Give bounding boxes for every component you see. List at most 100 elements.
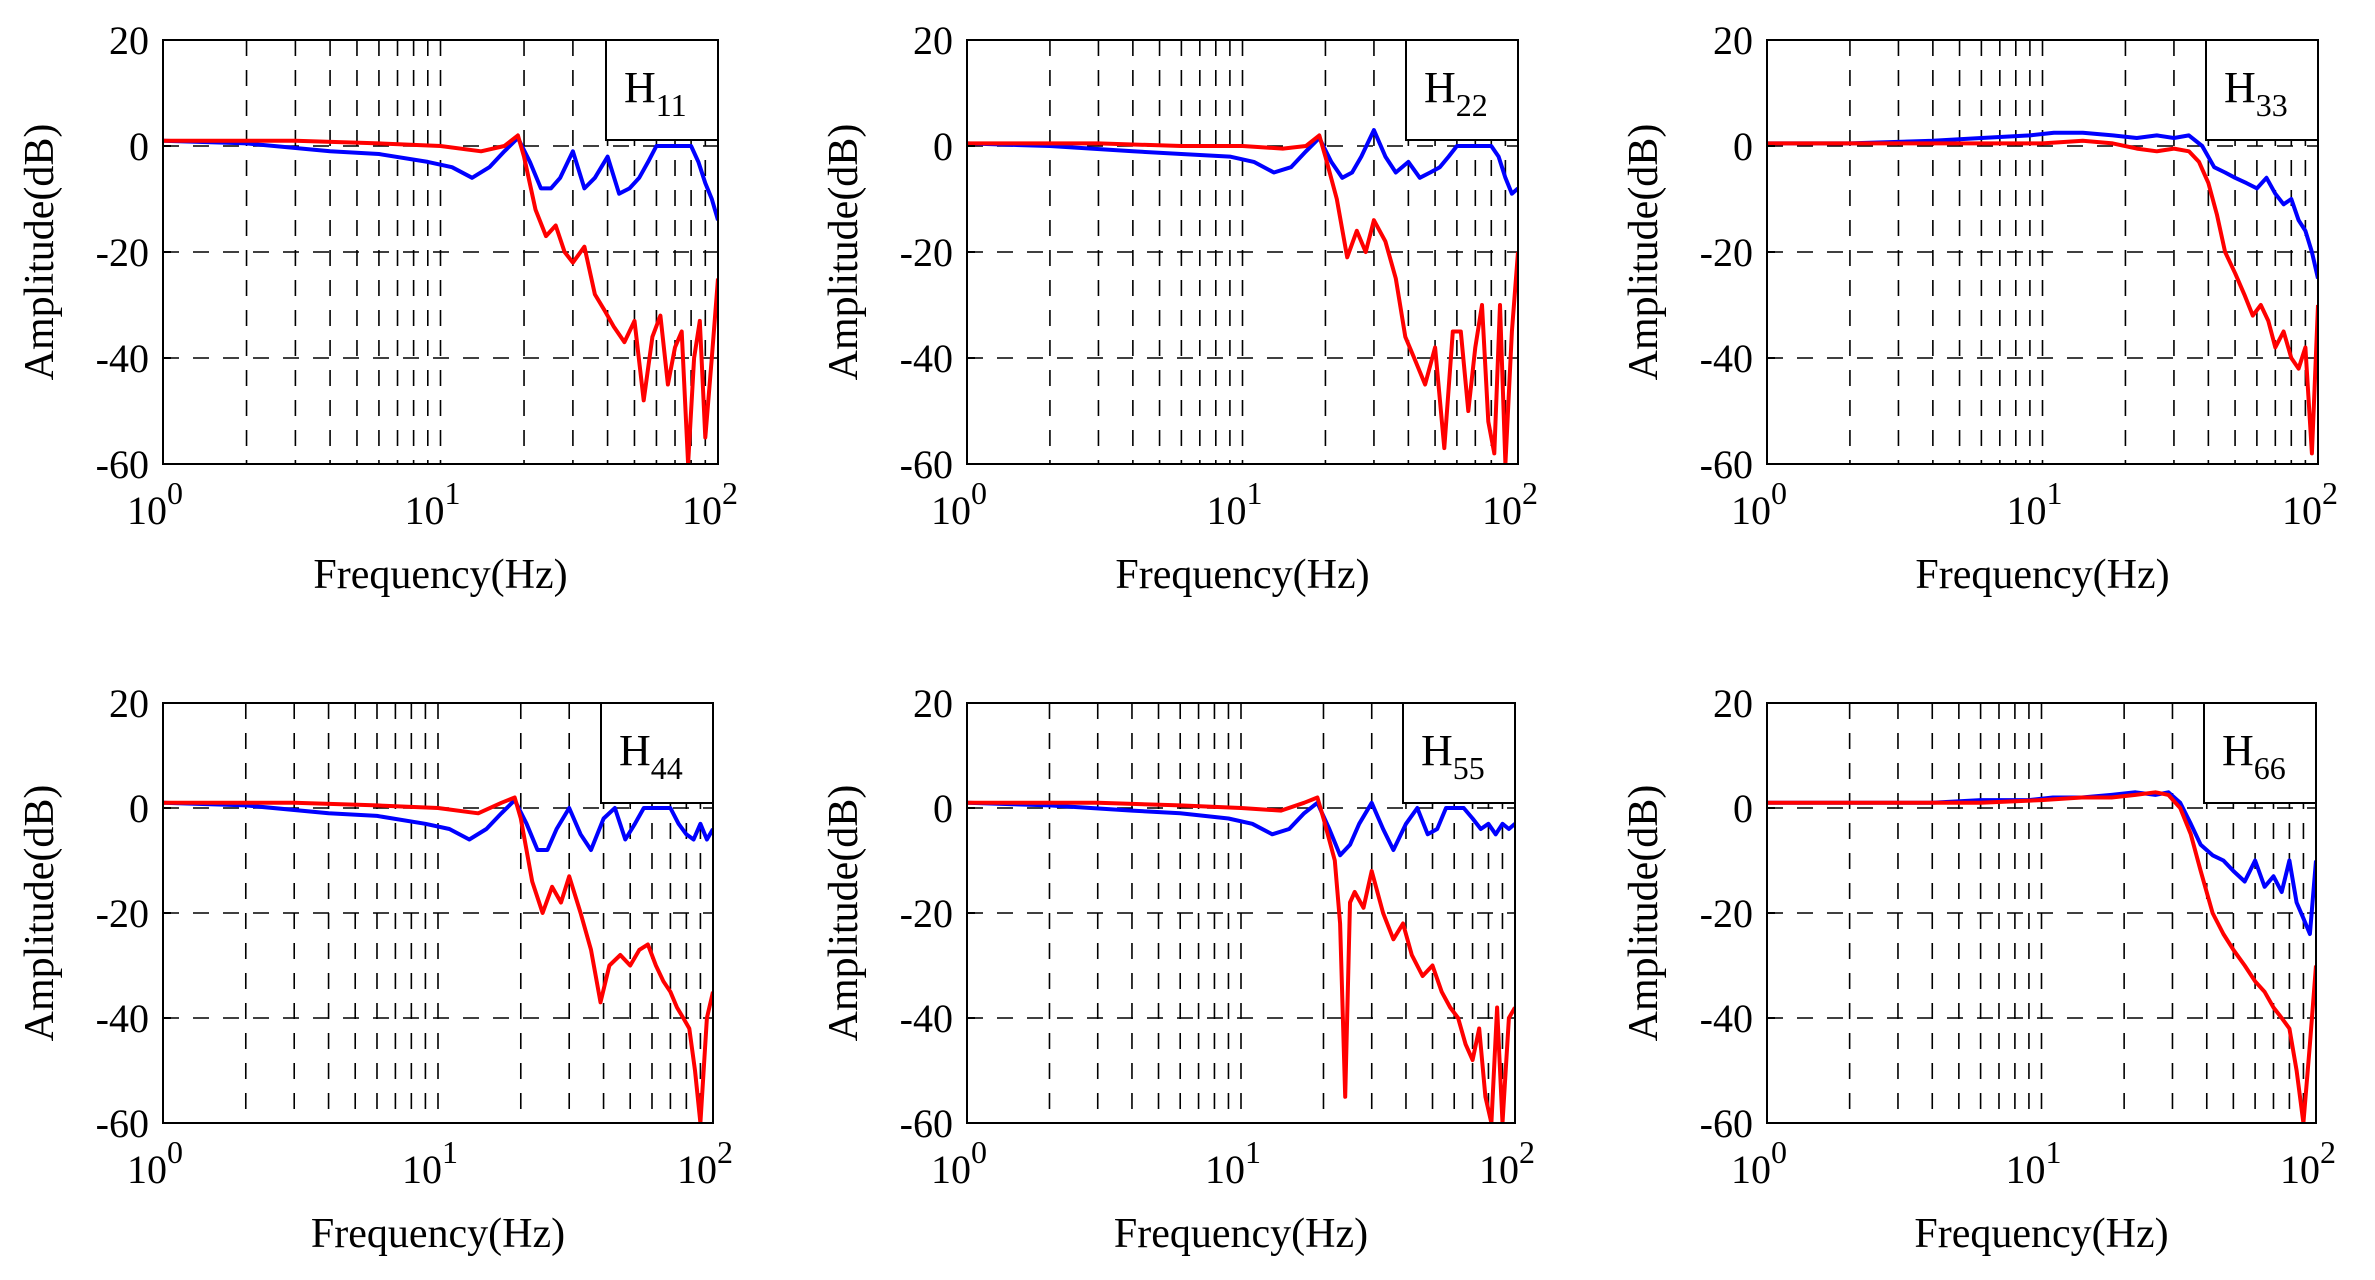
x-axis-label: Frequency(Hz) xyxy=(311,1211,565,1257)
series-line-blue xyxy=(967,128,1518,196)
x-tick-label: 100 xyxy=(127,475,183,533)
x-tick-base: 10 xyxy=(1731,488,1771,533)
y-tick-label: 20 xyxy=(109,681,149,726)
y-tick-label: 0 xyxy=(933,786,953,831)
legend-label-sub: 33 xyxy=(2256,87,2288,123)
legend-label: H22 xyxy=(1424,63,1488,123)
x-tick-base: 10 xyxy=(1731,1147,1771,1192)
y-tick-label: -20 xyxy=(900,891,953,936)
x-tick-label: 101 xyxy=(405,475,461,533)
x-axis-label: Frequency(Hz) xyxy=(1114,1211,1368,1257)
legend-label-main: H xyxy=(2224,63,2256,112)
x-tick-exponent: 2 xyxy=(2322,475,2338,511)
x-tick-label: 100 xyxy=(1731,1134,1787,1192)
x-tick-exponent: 2 xyxy=(1519,1134,1535,1170)
legend-label: H44 xyxy=(619,726,683,786)
series-line-red xyxy=(1767,790,2316,1123)
x-tick-base: 10 xyxy=(931,488,971,533)
y-tick-label: 20 xyxy=(913,681,953,726)
legend-box xyxy=(1402,702,1516,804)
x-tick-label: 101 xyxy=(1207,475,1263,533)
x-tick-label: 100 xyxy=(1731,475,1787,533)
x-tick-base: 10 xyxy=(405,488,445,533)
y-tick-label: -40 xyxy=(900,996,953,1041)
y-tick-label: -40 xyxy=(1700,336,1753,381)
x-tick-base: 10 xyxy=(127,1147,167,1192)
y-tick-label: -40 xyxy=(1700,996,1753,1041)
y-axis-label: Amplitude(dB) xyxy=(821,785,867,1042)
y-tick-label: -60 xyxy=(900,1101,953,1146)
y-tick-label: -60 xyxy=(900,442,953,487)
x-tick-label: 101 xyxy=(1205,1134,1261,1192)
legend-box xyxy=(2205,39,2319,141)
y-tick-label: -60 xyxy=(1700,442,1753,487)
legend-box xyxy=(605,39,719,141)
series-line-blue xyxy=(163,136,718,221)
x-tick-exponent: 2 xyxy=(722,475,738,511)
x-tick-label: 102 xyxy=(1479,1134,1535,1192)
y-tick-label: 20 xyxy=(913,18,953,63)
x-tick-base: 10 xyxy=(2280,1147,2320,1192)
legend-label-main: H xyxy=(619,726,651,775)
y-axis-label: Amplitude(dB) xyxy=(1621,124,1667,381)
x-tick-exponent: 1 xyxy=(1245,1134,1261,1170)
x-tick-exponent: 0 xyxy=(1771,1134,1787,1170)
y-tick-label: -60 xyxy=(1700,1101,1753,1146)
x-tick-base: 10 xyxy=(1479,1147,1519,1192)
y-tick-label: 20 xyxy=(109,18,149,63)
x-tick-base: 10 xyxy=(127,488,167,533)
x-tick-exponent: 1 xyxy=(2046,1134,2062,1170)
series-line-red xyxy=(163,795,713,1123)
y-tick-label: 0 xyxy=(129,786,149,831)
x-axis-label: Frequency(Hz) xyxy=(1914,1211,2168,1257)
x-tick-label: 102 xyxy=(1482,475,1538,533)
x-axis-label: Frequency(Hz) xyxy=(1115,552,1369,598)
legend-label: H55 xyxy=(1421,726,1485,786)
series-line-red xyxy=(163,133,718,464)
series-line-blue xyxy=(1767,130,2318,279)
x-tick-label: 100 xyxy=(931,1134,987,1192)
x-tick-label: 100 xyxy=(127,1134,183,1192)
legend-label-main: H xyxy=(1424,63,1456,112)
series-line-red xyxy=(1767,138,2318,456)
y-tick-label: -40 xyxy=(96,996,149,1041)
x-tick-exponent: 1 xyxy=(2047,475,2063,511)
x-tick-exponent: 1 xyxy=(1247,475,1263,511)
x-tick-exponent: 0 xyxy=(971,1134,987,1170)
x-tick-exponent: 2 xyxy=(2320,1134,2336,1170)
x-tick-label: 101 xyxy=(2006,1134,2062,1192)
y-tick-label: 0 xyxy=(1733,124,1753,169)
x-tick-base: 10 xyxy=(1205,1147,1245,1192)
y-tick-label: -20 xyxy=(1700,230,1753,275)
x-tick-exponent: 1 xyxy=(445,475,461,511)
y-tick-label: 0 xyxy=(129,124,149,169)
x-tick-exponent: 0 xyxy=(167,1134,183,1170)
x-tick-exponent: 2 xyxy=(717,1134,733,1170)
x-tick-label: 102 xyxy=(677,1134,733,1192)
y-tick-label: -40 xyxy=(96,336,149,381)
x-tick-exponent: 0 xyxy=(1771,475,1787,511)
y-tick-label: -60 xyxy=(96,442,149,487)
legend-box xyxy=(2203,702,2317,804)
y-axis-label: Amplitude(dB) xyxy=(821,124,867,381)
legend-box xyxy=(1405,39,1519,141)
x-axis-label: Frequency(Hz) xyxy=(1915,552,2169,598)
legend-label-sub: 55 xyxy=(1453,750,1485,786)
x-tick-base: 10 xyxy=(677,1147,717,1192)
series-line-red xyxy=(967,795,1515,1123)
x-tick-exponent: 0 xyxy=(167,475,183,511)
x-tick-label: 102 xyxy=(682,475,738,533)
y-tick-label: -20 xyxy=(1700,891,1753,936)
y-tick-label: -20 xyxy=(900,230,953,275)
x-tick-label: 102 xyxy=(2282,475,2338,533)
x-axis-label: Frequency(Hz) xyxy=(313,552,567,598)
x-tick-base: 10 xyxy=(402,1147,442,1192)
x-tick-base: 10 xyxy=(1482,488,1522,533)
x-tick-exponent: 2 xyxy=(1522,475,1538,511)
y-tick-label: -20 xyxy=(96,230,149,275)
x-tick-base: 10 xyxy=(2282,488,2322,533)
